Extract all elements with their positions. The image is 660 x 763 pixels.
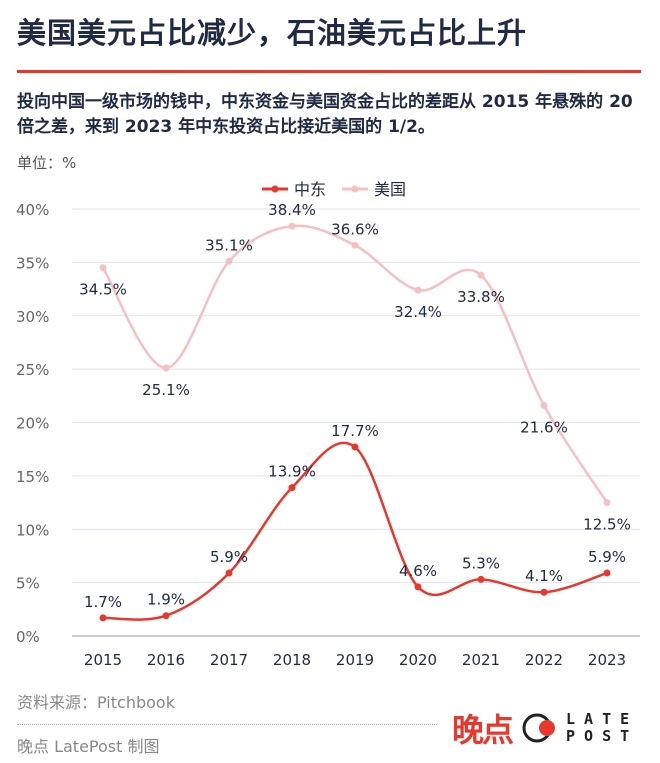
data-point (99, 614, 107, 622)
chart-subtitle: 投向中国一级市场的钱中，中东资金与美国资金占比的差距从 2015 年悬殊的 20… (17, 92, 633, 137)
x-tick-label: 2023 (588, 651, 626, 669)
data-label: 1.7% (84, 593, 122, 611)
data-label: 35.1% (205, 236, 253, 254)
data-point (162, 612, 170, 620)
data-point (351, 443, 359, 451)
series-line-1 (101, 224, 609, 504)
data-point (414, 583, 422, 591)
data-point (351, 241, 359, 249)
x-tick-label: 2022 (525, 651, 563, 669)
data-label: 36.6% (331, 220, 379, 238)
latepost-logo: 晚点 LATE POST (452, 705, 638, 751)
y-tick-label: 30% (16, 308, 49, 326)
x-tick-label: 2016 (147, 651, 185, 669)
x-tick-label: 2015 (84, 651, 122, 669)
source-note: 资料来源：Pitchbook (17, 693, 175, 712)
unit-label: 单位：% (17, 154, 77, 172)
logo-circle-icon (522, 713, 556, 743)
y-tick-label: 0% (16, 628, 40, 646)
logo-text-cn: 晚点 (452, 711, 514, 749)
data-point (225, 257, 233, 265)
x-tick-label: 2020 (399, 651, 437, 669)
legend-label-0: 中东 (294, 180, 326, 199)
legend-marker (271, 185, 279, 193)
x-tick-label: 2019 (336, 651, 374, 669)
data-label: 5.3% (462, 554, 500, 572)
y-tick-label: 10% (16, 521, 49, 539)
x-tick-label: 2017 (210, 651, 248, 669)
data-label: 4.6% (399, 562, 437, 580)
data-label: 17.7% (331, 422, 379, 440)
data-label: 13.9% (268, 463, 316, 481)
y-tick-label: 20% (16, 415, 49, 433)
data-point (603, 499, 611, 507)
data-label: 5.9% (210, 548, 248, 566)
data-label: 5.9% (588, 548, 626, 566)
data-label: 1.9% (147, 591, 185, 609)
data-point (99, 264, 107, 272)
y-tick-label: 15% (16, 468, 49, 486)
data-label: 21.6% (520, 418, 568, 436)
data-point (288, 484, 296, 492)
data-point (540, 401, 548, 409)
footer-divider (17, 724, 437, 725)
data-point (288, 222, 296, 230)
chart-title: 美国美元占比减少，石油美元占比上升 (17, 16, 528, 50)
data-label: 34.5% (79, 281, 127, 299)
legend-label-1: 美国 (374, 180, 406, 199)
title-divider (17, 70, 641, 73)
logo-post: POST (566, 727, 639, 745)
x-tick-label: 2018 (273, 651, 311, 669)
y-tick-label: 40% (16, 201, 49, 219)
data-label: 32.4% (394, 303, 442, 321)
data-label: 12.5% (583, 516, 631, 534)
data-point (477, 575, 485, 583)
data-point (477, 271, 485, 279)
logo-late: LATE (566, 710, 639, 728)
legend-marker (351, 185, 359, 193)
y-tick-label: 5% (16, 575, 40, 593)
credit-note: 晚点 LatePost 制图 (17, 737, 160, 756)
data-point (603, 569, 611, 577)
y-tick-label: 25% (16, 361, 49, 379)
logo-text-en: LATE POST (566, 711, 638, 745)
y-tick-label: 35% (16, 254, 49, 272)
data-point (162, 364, 170, 372)
data-point (414, 286, 422, 294)
data-point (540, 588, 548, 596)
data-point (225, 569, 233, 577)
data-label: 33.8% (457, 288, 505, 306)
data-label: 25.1% (142, 381, 190, 399)
line-chart: 0% 5% 10% 15% 20% 25% 30% 35% 40% 2015 2016 2017 201… (16, 180, 640, 669)
data-label: 4.1% (525, 567, 563, 585)
data-label: 38.4% (268, 201, 316, 219)
x-tick-label: 2021 (462, 651, 500, 669)
